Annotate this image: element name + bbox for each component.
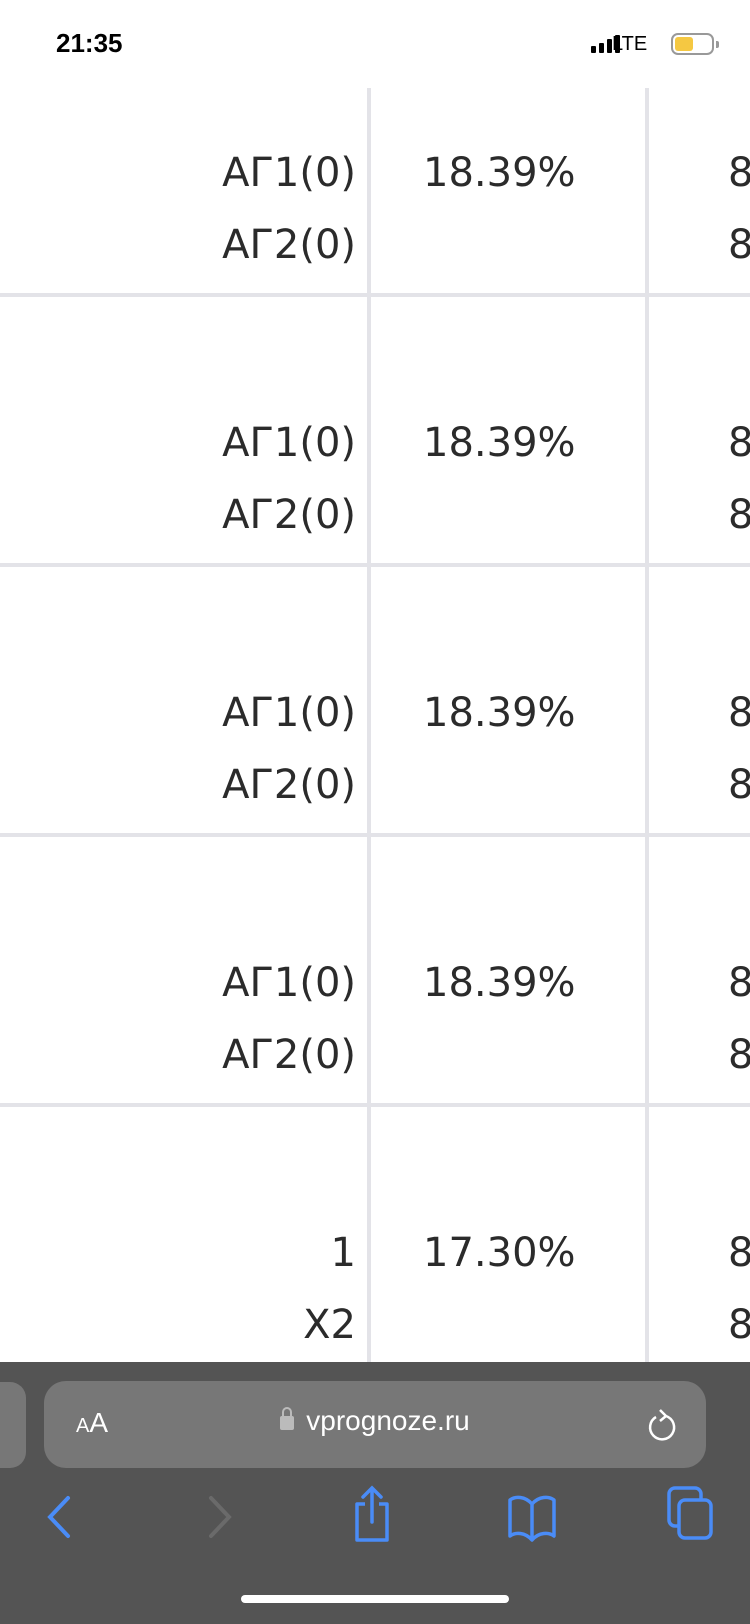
- home-indicator[interactable]: [241, 1595, 509, 1603]
- predictions-table: АГ1(0) АГ2(0) 18.39% 8 8 АГ1(0) АГ2(0) 18.39% 8 8…: [0, 27, 750, 1377]
- probability-cell-line: 17.30%: [423, 1230, 576, 1276]
- bookmarks-icon[interactable]: [507, 1492, 557, 1542]
- url-domain: vprognoze.ru: [306, 1405, 470, 1436]
- selection-cell: АГ1(0) АГ2(0): [222, 407, 356, 551]
- probability-cell-line: 18.39%: [423, 690, 576, 736]
- odds-cell-line: 8: [728, 222, 750, 268]
- previous-tab-preview[interactable]: [0, 1382, 26, 1468]
- probability-cell-line: 18.39%: [423, 150, 576, 196]
- address-bar[interactable]: AA vprognoze.ru: [44, 1381, 706, 1468]
- probability-cell: 17.30%: [423, 1217, 576, 1289]
- selection-cell-line: АГ2(0): [222, 762, 356, 808]
- table-row: 1 X2 17.30% 8 8: [0, 1107, 750, 1377]
- table-row: АГ1(0) АГ2(0) 18.39% 8 8: [0, 27, 750, 297]
- reader-text-size-button[interactable]: AA: [76, 1407, 109, 1438]
- selection-cell-line: АГ2(0): [222, 1032, 356, 1078]
- reload-icon[interactable]: [646, 1407, 678, 1443]
- selection-cell-line: 1: [330, 1230, 356, 1276]
- odds-cell-line: 8: [728, 1230, 750, 1276]
- selection-cell: 1 X2: [303, 1217, 356, 1361]
- selection-cell-line: АГ1(0): [222, 420, 356, 466]
- selection-cell: АГ1(0) АГ2(0): [222, 677, 356, 821]
- probability-cell-line: 18.39%: [423, 960, 576, 1006]
- selection-cell: АГ1(0) АГ2(0): [222, 137, 356, 281]
- selection-cell: АГ1(0) АГ2(0): [222, 947, 356, 1091]
- probability-cell-line: 18.39%: [423, 420, 576, 466]
- odds-cell-line: 8: [728, 492, 750, 538]
- odds-cell-line: 8: [728, 690, 750, 736]
- safari-toolbar: AA vprognoze.ru: [0, 1362, 750, 1624]
- share-icon[interactable]: [352, 1484, 392, 1544]
- probability-cell: 18.39%: [423, 407, 576, 479]
- odds-cell-line: 8: [728, 420, 750, 466]
- table-row: АГ1(0) АГ2(0) 18.39% 8 8: [0, 837, 750, 1107]
- clock: 21:35: [56, 28, 123, 58]
- selection-cell-line: АГ1(0): [222, 960, 356, 1006]
- forward-icon[interactable]: [205, 1492, 235, 1542]
- selection-cell-line: X2: [303, 1302, 356, 1348]
- odds-cell-line: 8: [728, 1302, 750, 1348]
- odds-cell-line: 8: [728, 1032, 750, 1078]
- selection-cell-line: АГ2(0): [222, 222, 356, 268]
- table-row: АГ1(0) АГ2(0) 18.39% 8 8: [0, 567, 750, 837]
- selection-cell-line: АГ1(0): [222, 690, 356, 736]
- odds-cell-line: 8: [728, 150, 750, 196]
- column-divider: [645, 88, 649, 1362]
- table-row: АГ1(0) АГ2(0) 18.39% 8 8: [0, 297, 750, 567]
- selection-cell-line: АГ2(0): [222, 492, 356, 538]
- odds-cell-line: 8: [728, 960, 750, 1006]
- probability-cell: 18.39%: [423, 137, 576, 209]
- lock-icon: [280, 1406, 295, 1430]
- battery-icon: [671, 33, 719, 55]
- probability-cell: 18.39%: [423, 947, 576, 1019]
- network-type: LTE: [612, 33, 648, 55]
- column-divider: [367, 88, 371, 1362]
- odds-cell-line: 8: [728, 762, 750, 808]
- signal-icon: [591, 35, 620, 53]
- tabs-icon[interactable]: [667, 1486, 715, 1540]
- status-bar: 21:35 LTE: [0, 0, 750, 88]
- back-icon[interactable]: [44, 1492, 74, 1542]
- probability-cell: 18.39%: [423, 677, 576, 749]
- selection-cell-line: АГ1(0): [222, 150, 356, 196]
